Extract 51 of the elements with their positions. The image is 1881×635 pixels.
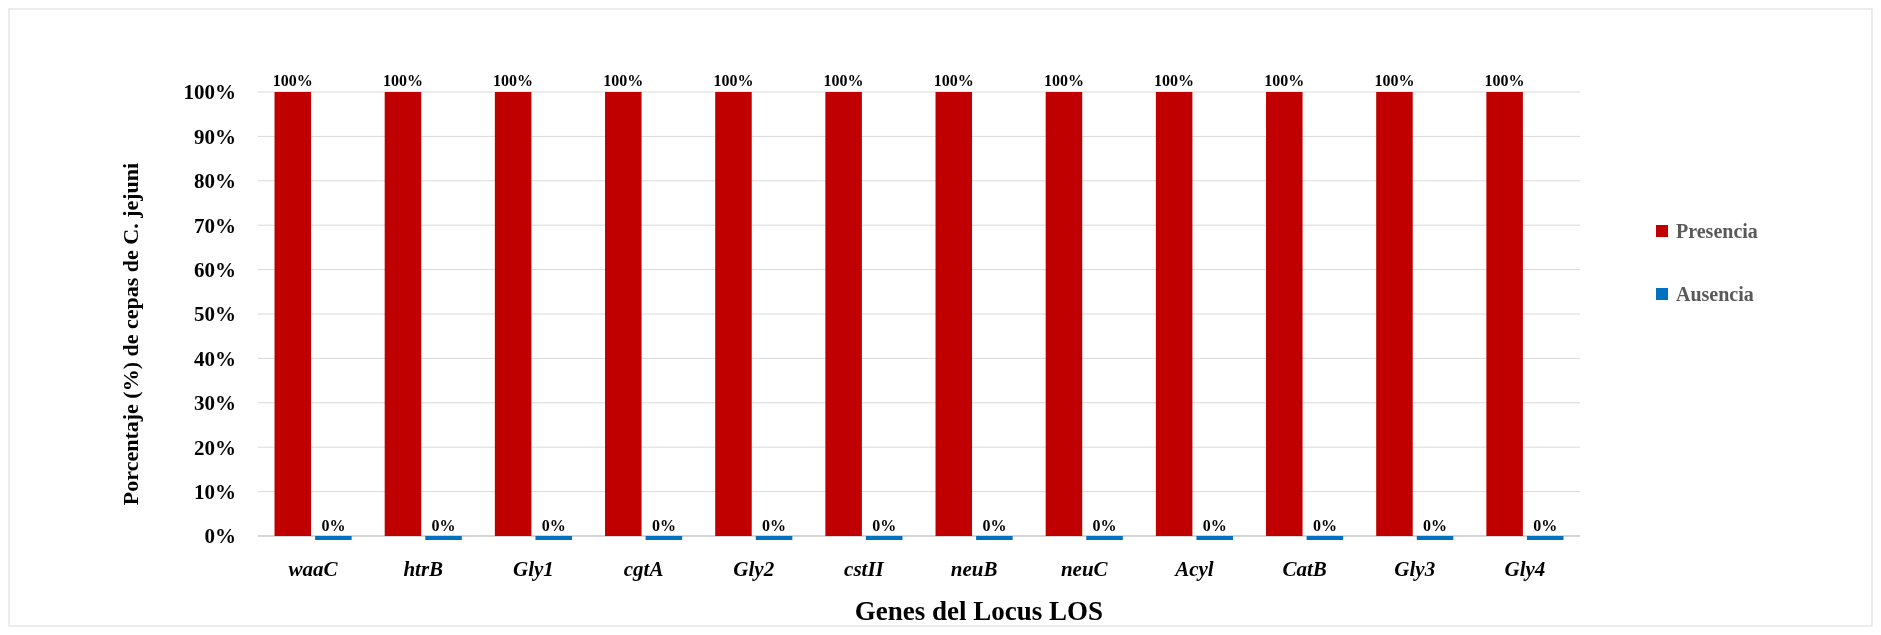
data-label: 0% [1312,517,1337,534]
data-label: 100% [713,72,754,89]
data-label: 0% [321,517,346,534]
x-tick-label: Gly4 [1504,557,1546,581]
data-label: 0% [982,517,1007,534]
x-tick-label: htrB [403,557,444,581]
x-tick-label: cgtA [623,557,664,581]
data-label: 0% [872,517,897,534]
y-tick-label: 0% [204,524,236,549]
y-tick-label: 100% [183,80,236,105]
data-label: 0% [762,517,787,534]
x-tick-label: Gly1 [513,557,554,581]
data-label: 100% [1264,72,1305,89]
data-label: 100% [1374,72,1415,89]
y-tick-label: 30% [194,391,236,416]
data-label: 100% [933,72,974,89]
data-label: 100% [1043,72,1084,89]
x-tick-label: waaC [288,557,339,581]
y-tick-label: 70% [194,213,236,238]
y-tick-label: 20% [194,435,236,460]
x-tick-label: Gly3 [1394,557,1436,581]
y-tick-label: 10% [194,479,236,504]
data-label: 0% [1423,517,1448,534]
y-tick-label: 90% [194,124,236,149]
data-label: 100% [1154,72,1195,89]
data-label: 0% [431,517,456,534]
data-label: 0% [651,517,676,534]
y-tick-label: 60% [194,257,236,282]
x-tick-label: cstII [844,557,885,581]
data-label: 100% [272,72,313,89]
y-tick-label: 80% [194,169,236,194]
legend-label: Presencia [1676,220,1758,242]
data-label: 0% [1092,517,1117,534]
x-axis-title: Genes del Locus LOS [854,596,1104,626]
x-tick-label: Gly2 [733,557,775,581]
data-label: 100% [382,72,423,89]
x-tick-label: Acyl [1173,557,1214,581]
data-label: 100% [493,72,534,89]
y-axis-title: Porcentaje (%) de cepas de C. jejuni [118,162,143,506]
y-tick-label: 50% [194,302,236,327]
legend-label: Ausencia [1676,283,1754,305]
data-label: 0% [1533,517,1558,534]
data-label: 0% [1202,517,1227,534]
data-label: 100% [823,72,864,89]
x-tick-label: CatB [1282,557,1327,581]
y-tick-label: 40% [194,346,236,371]
data-label: 100% [1484,72,1525,89]
x-tick-label: neuB [950,557,998,581]
x-tick-label: neuC [1060,557,1109,581]
data-label: 0% [541,517,566,534]
data-label: 100% [603,72,644,89]
